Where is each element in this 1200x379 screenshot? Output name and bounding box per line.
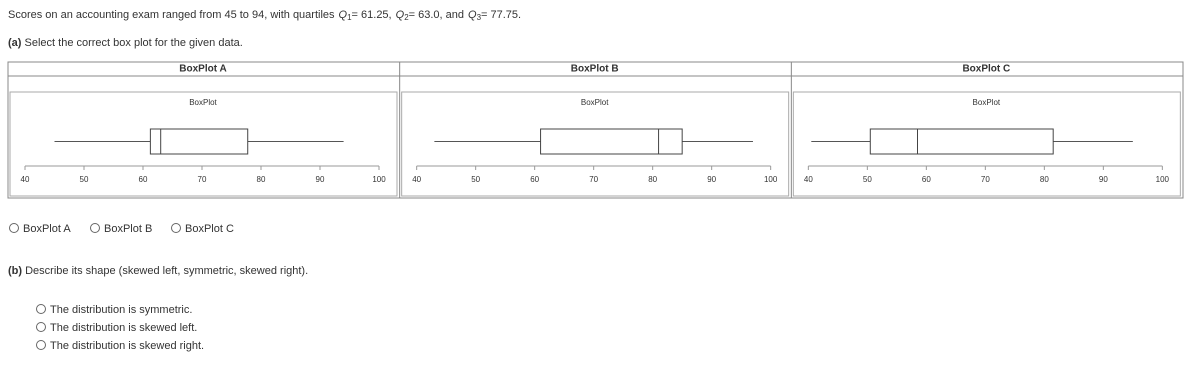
plot-frame <box>401 91 790 197</box>
x-tick-label: 40 <box>412 175 421 184</box>
radio[interactable] <box>90 223 100 233</box>
panel-title: BoxPlot C <box>962 64 1010 75</box>
x-tick-label: 40 <box>21 175 30 184</box>
part-b-prompt: (b) Describe its shape (skewed left, sym… <box>8 265 308 277</box>
part-label: (b) <box>8 265 22 277</box>
x-tick-label: 90 <box>316 175 325 184</box>
lead: Scores on an accounting exam ranged from… <box>8 9 335 21</box>
plot-subtitle: BoxPlot <box>973 98 1001 107</box>
x-tick-label: 80 <box>648 175 657 184</box>
x-tick-label: 50 <box>863 175 872 184</box>
rest: = 77.75. <box>481 9 521 21</box>
option-label[interactable]: The distribution is skewed left. <box>50 322 197 334</box>
radio[interactable] <box>171 223 181 233</box>
rest: = 63.0, and <box>409 9 464 21</box>
panel-title: BoxPlot B <box>571 64 619 75</box>
x-tick-label: 40 <box>804 175 813 184</box>
box <box>540 128 683 155</box>
x-tick-label: 90 <box>1099 175 1108 184</box>
x-tick-label: 60 <box>922 175 931 184</box>
x-tick-label: 70 <box>589 175 598 184</box>
subscript: 1 <box>347 13 352 22</box>
x-tick-label: 100 <box>1156 175 1170 184</box>
box <box>149 128 249 155</box>
x-tick-label: 60 <box>139 175 148 184</box>
radio[interactable] <box>36 340 46 350</box>
subscript: 3 <box>477 13 482 22</box>
symbol: Q <box>339 9 348 21</box>
radio[interactable] <box>36 304 46 314</box>
rest: = 61.25, <box>352 9 392 21</box>
x-tick-label: 90 <box>707 175 716 184</box>
option-label[interactable]: The distribution is symmetric. <box>50 304 192 316</box>
x-tick-label: 100 <box>764 175 778 184</box>
subscript: 2 <box>404 13 409 22</box>
radio[interactable] <box>9 223 19 233</box>
option-label[interactable]: The distribution is skewed right. <box>50 340 204 352</box>
x-tick-label: 70 <box>981 175 990 184</box>
panel-frame <box>7 61 1184 199</box>
symbol: Q <box>396 9 405 21</box>
x-tick-label: 100 <box>372 175 386 184</box>
x-tick-label: 70 <box>198 175 207 184</box>
part-label: (a) <box>8 37 22 49</box>
x-tick-label: 80 <box>1040 175 1049 184</box>
x-tick-label: 50 <box>471 175 480 184</box>
question: Scores on an accounting exam ranged from… <box>8 9 521 22</box>
x-tick-label: 60 <box>530 175 539 184</box>
x-tick-label: 80 <box>257 175 266 184</box>
option-label[interactable]: BoxPlot A <box>23 223 71 235</box>
prompt: Describe its shape (skewed left, symmetr… <box>25 265 308 277</box>
part-a-prompt: (a) Select the correct box plot for the … <box>8 37 243 49</box>
panel-title: BoxPlot A <box>179 64 226 75</box>
plot-frame <box>792 91 1181 197</box>
symbol: Q <box>468 9 477 21</box>
option-label[interactable]: BoxPlot C <box>185 223 234 235</box>
plot-subtitle: BoxPlot <box>189 98 217 107</box>
option-label[interactable]: BoxPlot B <box>104 223 152 235</box>
plot-frame <box>9 91 398 197</box>
radio[interactable] <box>36 322 46 332</box>
x-tick-label: 50 <box>80 175 89 184</box>
plot-subtitle: BoxPlot <box>581 98 609 107</box>
prompt: Select the correct box plot for the give… <box>25 37 243 49</box>
box <box>869 128 1054 155</box>
